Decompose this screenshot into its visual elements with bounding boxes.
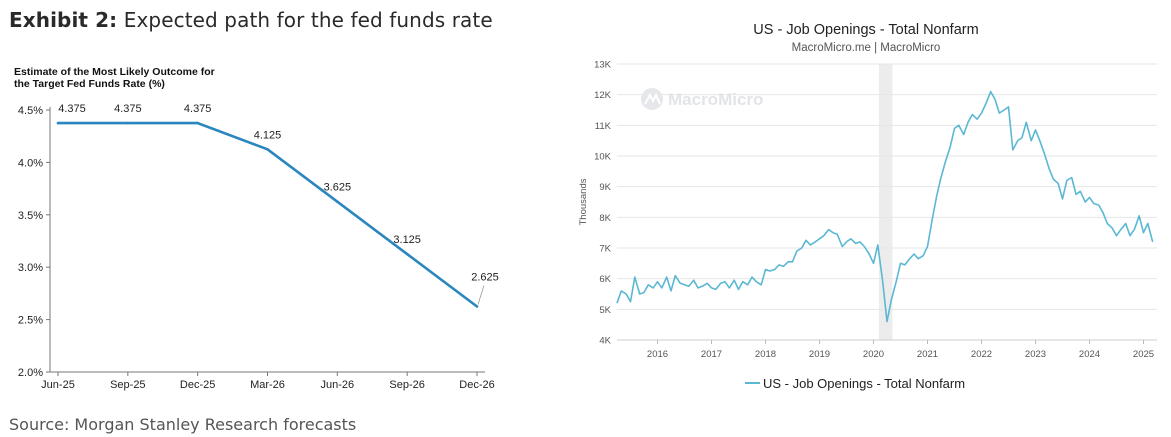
watermark-text: MacroMicro <box>668 90 763 109</box>
x-tick-label: 2024 <box>1079 349 1100 360</box>
y-tick-label: 5K <box>599 305 611 316</box>
x-tick-label: 2025 <box>1133 349 1154 360</box>
x-tick-label: 2017 <box>701 349 722 360</box>
data-point <box>336 200 339 203</box>
x-tick-label: Sep-26 <box>389 379 424 391</box>
fed-funds-chart: Estimate of the Most Likely Outcome fort… <box>14 66 499 391</box>
data-label: 4.375 <box>114 103 142 115</box>
data-point <box>475 305 479 308</box>
x-tick-label: Dec-25 <box>180 379 215 391</box>
y-tick-label: 12K <box>594 90 612 101</box>
data-point <box>56 121 60 125</box>
y-tick-label: 4.5% <box>18 105 43 117</box>
x-tick-label: Sep-25 <box>110 379 145 391</box>
y-tick-label: 4K <box>599 336 611 347</box>
data-label: 3.625 <box>324 182 352 194</box>
x-tick-label: Jun-25 <box>41 379 75 391</box>
y-tick-label: 9K <box>599 182 611 193</box>
data-point <box>196 121 199 125</box>
data-point <box>266 148 269 151</box>
y-tick-label: 6K <box>599 274 611 285</box>
x-tick-label: 2018 <box>755 349 776 360</box>
x-tick-label: 2023 <box>1025 349 1046 360</box>
chart-title: US - Job Openings - Total Nonfarm <box>753 22 978 38</box>
chart-subtitle: MacroMicro.me | MacroMicro <box>792 42 941 54</box>
data-point <box>126 121 130 125</box>
data-label: 2.625 <box>471 272 499 284</box>
chart-title-line: Estimate of the Most Likely Outcome for <box>14 66 215 78</box>
source-note: Source: Morgan Stanley Research forecast… <box>9 415 357 434</box>
x-tick-label: 2022 <box>971 349 992 360</box>
y-tick-label: 8K <box>599 213 611 224</box>
x-tick-label: Dec-26 <box>459 379 494 391</box>
x-tick-label: 2019 <box>809 349 830 360</box>
y-tick-label: 3.5% <box>18 210 43 222</box>
exhibit-title: Exhibit 2: Expected path for the fed fun… <box>9 8 493 32</box>
job-openings-chart: US - Job Openings - Total Nonfarm MacroMi… <box>578 22 1157 391</box>
y-tick-label: 7K <box>599 244 611 255</box>
x-tick-label: 2020 <box>863 349 884 360</box>
data-label: 4.375 <box>184 103 212 115</box>
series-line-job-openings <box>616 90 1154 323</box>
watermark-mark-icon <box>644 92 661 105</box>
legend-label: US - Job Openings - Total Nonfarm <box>763 376 965 391</box>
y-tick-label: 13K <box>594 60 612 71</box>
chart-title-line: the Target Fed Funds Rate (%) <box>14 78 165 90</box>
y-tick-label: 10K <box>594 152 612 163</box>
x-tick-label: 2021 <box>917 349 938 360</box>
y-tick-label: 4.0% <box>18 157 43 169</box>
exhibit-text: Expected path for the fed funds rate <box>123 8 493 32</box>
data-label: 3.125 <box>393 234 421 246</box>
data-label: 4.125 <box>254 129 282 141</box>
x-tick-label: Jun-26 <box>321 379 355 391</box>
y-axis-label: Thousands <box>578 178 589 225</box>
x-tick-label: 2016 <box>647 349 668 360</box>
exhibit-label: Exhibit 2: <box>9 8 118 32</box>
y-tick-label: 2.0% <box>18 367 43 379</box>
data-point <box>405 252 409 256</box>
data-label-leader <box>477 285 485 305</box>
x-tick-label: Mar-26 <box>250 379 285 391</box>
y-tick-label: 2.5% <box>18 315 43 327</box>
y-tick-label: 3.0% <box>18 262 43 274</box>
recession-band <box>878 64 893 340</box>
y-tick-label: 11K <box>595 121 612 132</box>
data-label: 4.375 <box>58 103 86 115</box>
